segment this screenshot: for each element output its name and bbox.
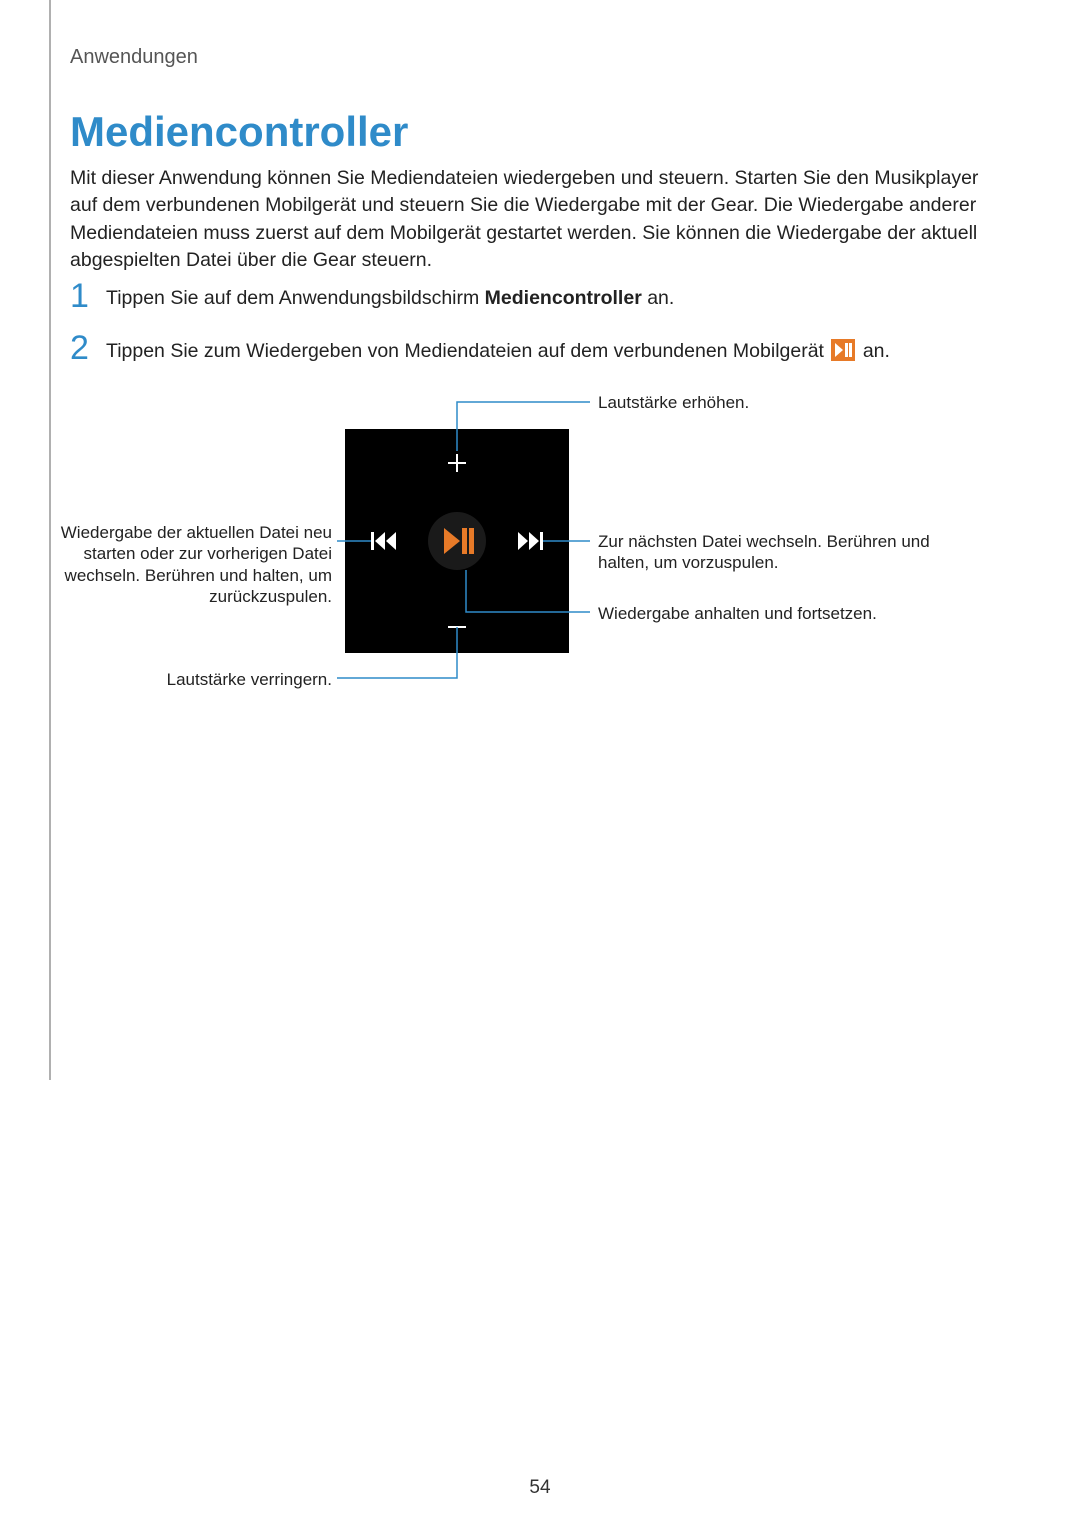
callout-volume-up: Lautstärke erhöhen.: [598, 392, 958, 413]
intro-paragraph: Mit dieser Anwendung können Sie Medienda…: [70, 165, 980, 274]
callout-previous: Wiedergabe der aktuellen Datei neu start…: [60, 522, 332, 607]
step-1-post: an.: [642, 287, 675, 309]
play-pause-button: [428, 512, 486, 570]
next-icon: [515, 529, 543, 553]
volume-down-icon: [445, 615, 469, 639]
callout-play-pause: Wiedergabe anhalten und fortsetzen.: [598, 603, 978, 624]
previous-icon: [371, 529, 399, 553]
breadcrumb: Anwendungen: [70, 46, 198, 69]
step-1-pre: Tippen Sie auf dem Anwendungsbildschirm: [106, 287, 485, 309]
step-1-text: Tippen Sie auf dem Anwendungsbildschirm …: [106, 287, 674, 310]
step-1-number: 1: [70, 277, 89, 316]
play-pause-inline-icon: [831, 339, 855, 361]
volume-up-icon: [445, 451, 469, 475]
gear-screen: [345, 429, 569, 653]
callout-volume-down: Lautstärke verringern.: [60, 669, 332, 690]
page: Anwendungen Mediencontroller Mit dieser …: [0, 0, 1080, 1527]
play-pause-icon: [428, 512, 486, 570]
step-2-text: Tippen Sie zum Wiedergeben von Mediendat…: [106, 339, 890, 363]
step-2-number: 2: [70, 329, 89, 368]
page-title: Mediencontroller: [70, 108, 408, 156]
step-2-pre: Tippen Sie zum Wiedergeben von Mediendat…: [106, 340, 829, 362]
callout-next: Zur nächsten Datei wechseln. Berühren un…: [598, 531, 958, 574]
step-2-post: an.: [857, 340, 890, 362]
media-controller-diagram: Lautstärke erhöhen. Zur nächsten Datei w…: [0, 388, 1080, 718]
page-number: 54: [0, 1477, 1080, 1499]
step-1-bold: Mediencontroller: [485, 287, 642, 309]
